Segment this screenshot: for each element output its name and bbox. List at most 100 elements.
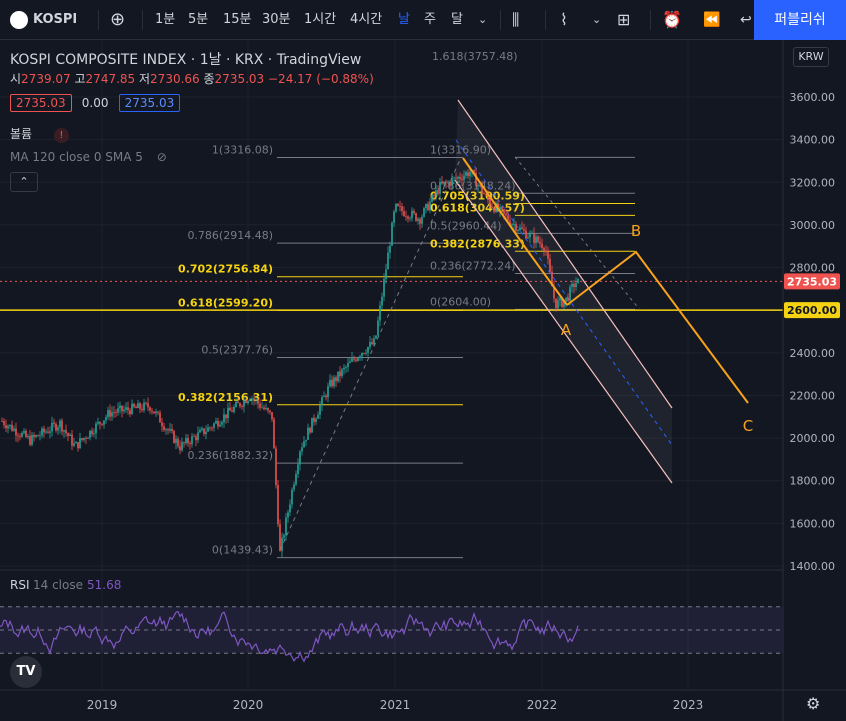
candle-body	[447, 181, 449, 183]
chevron-down-icon[interactable]: ⌄	[592, 13, 602, 26]
candle-body	[35, 435, 37, 437]
candle-body	[37, 435, 39, 437]
candle-body	[155, 411, 157, 414]
candle-body	[119, 405, 121, 409]
candle-body	[229, 407, 231, 411]
candle-body	[203, 428, 205, 435]
candle-body	[167, 429, 169, 431]
interval-2[interactable]: 5분	[188, 12, 209, 27]
candle-body	[253, 398, 255, 400]
candle-body	[107, 410, 109, 418]
candle-body	[455, 177, 457, 179]
candle-body	[283, 535, 285, 538]
candle-body	[571, 283, 573, 287]
candle-body	[225, 414, 227, 419]
candle-body	[481, 184, 483, 194]
candle-body	[113, 412, 115, 414]
fib-label-right: 1(3316.90)	[430, 143, 491, 156]
rsi-title: RSI	[10, 578, 30, 592]
currency-button[interactable]: KRW	[793, 47, 829, 67]
candle-body	[293, 484, 295, 490]
candle-body	[99, 421, 101, 424]
candle-body	[309, 427, 311, 433]
candle-body	[333, 377, 335, 387]
chart-area[interactable]: 1(3316.08) 0.786(2914.48) 0.702(2756.84) 0.…	[0, 40, 846, 721]
candle-body	[503, 209, 505, 214]
interval-5[interactable]: 1시간	[304, 12, 337, 27]
candle-type-icon[interactable]: ⫼	[512, 10, 520, 29]
candle-body	[121, 405, 123, 412]
candle-body	[185, 437, 187, 444]
candle-body	[371, 342, 373, 345]
candle-body	[27, 435, 29, 437]
candle-body	[235, 401, 237, 407]
candle-body	[485, 194, 487, 195]
candle-body	[147, 403, 149, 408]
candle-body	[555, 298, 557, 309]
candle-body	[547, 252, 549, 259]
bid-box[interactable]: 2735.03	[10, 94, 72, 112]
candle-body	[413, 210, 415, 214]
symbol-label[interactable]: KOSPI	[33, 12, 78, 27]
candle-body	[193, 436, 195, 438]
candle-body	[41, 428, 43, 436]
candle-body	[189, 443, 191, 445]
candle-body	[137, 403, 139, 409]
candle-body	[33, 434, 35, 437]
eye-off-icon[interactable]: ⊘	[156, 150, 167, 164]
settings-icon[interactable]: ⚙	[806, 694, 821, 713]
candle-body	[83, 437, 85, 440]
candle-body	[557, 300, 559, 309]
alert-icon[interactable]: ⏰	[662, 10, 682, 29]
candle-body	[487, 194, 489, 200]
add-symbol-icon[interactable]: ⊕	[110, 9, 126, 30]
chevron-down-icon[interactable]: ⌄	[478, 13, 488, 26]
interval-7[interactable]: 날	[398, 12, 410, 27]
price-chart[interactable]: 1(3316.08) 0.786(2914.48) 0.702(2756.84) 0.…	[0, 40, 846, 721]
wave-label: C	[743, 417, 753, 435]
y-tick-label: 1400.00	[790, 560, 836, 573]
replay-icon[interactable]: ⏪	[703, 12, 721, 28]
fib-label-left: 0.236(1882.32)	[187, 449, 273, 462]
candle-body	[97, 421, 99, 424]
interval-4[interactable]: 30분	[262, 12, 291, 27]
y-tick-label: 2200.00	[790, 389, 836, 402]
undo-icon[interactable]: ↩	[740, 12, 752, 28]
candle-body	[65, 430, 67, 434]
candle-body	[477, 184, 479, 187]
candle-body	[537, 236, 539, 242]
x-tick-label: 2020	[233, 698, 264, 712]
candle-body	[329, 379, 331, 387]
candle-body	[345, 367, 347, 368]
interval-6[interactable]: 4시간	[350, 12, 383, 27]
candle-body	[105, 417, 107, 421]
y-tick-label: 3200.00	[790, 176, 836, 189]
candle-body	[393, 211, 395, 223]
candle-body	[483, 193, 485, 195]
rsi-params: 14 close	[33, 578, 83, 592]
candle-body	[101, 423, 103, 425]
interval-9[interactable]: 달	[451, 12, 463, 27]
warning-icon[interactable]: !	[53, 128, 69, 143]
interval-1[interactable]: 1분	[155, 12, 176, 27]
candle-body	[459, 176, 461, 179]
candle-body	[21, 432, 23, 437]
candle-body	[215, 420, 217, 424]
collapse-legend-button[interactable]: ⌃	[10, 172, 38, 192]
candle-body	[275, 448, 277, 486]
wave-label: A	[561, 321, 572, 339]
candle-body	[93, 433, 95, 435]
layout-icon[interactable]: ⊞	[617, 10, 631, 29]
publish-button[interactable]: 퍼블리쉬	[754, 0, 846, 40]
interval-8[interactable]: 주	[424, 12, 436, 27]
ask-box[interactable]: 2735.03	[118, 94, 181, 112]
interval-3[interactable]: 15분	[223, 12, 252, 27]
price-tag-label: 2735.03	[787, 275, 837, 288]
candle-body	[109, 410, 111, 417]
candle-body	[95, 423, 97, 434]
candle-body	[57, 427, 59, 431]
candle-body	[363, 353, 365, 354]
x-tick-label: 2021	[380, 698, 411, 712]
indicators-icon[interactable]: ⌇	[560, 10, 568, 29]
candle-body	[25, 430, 27, 437]
